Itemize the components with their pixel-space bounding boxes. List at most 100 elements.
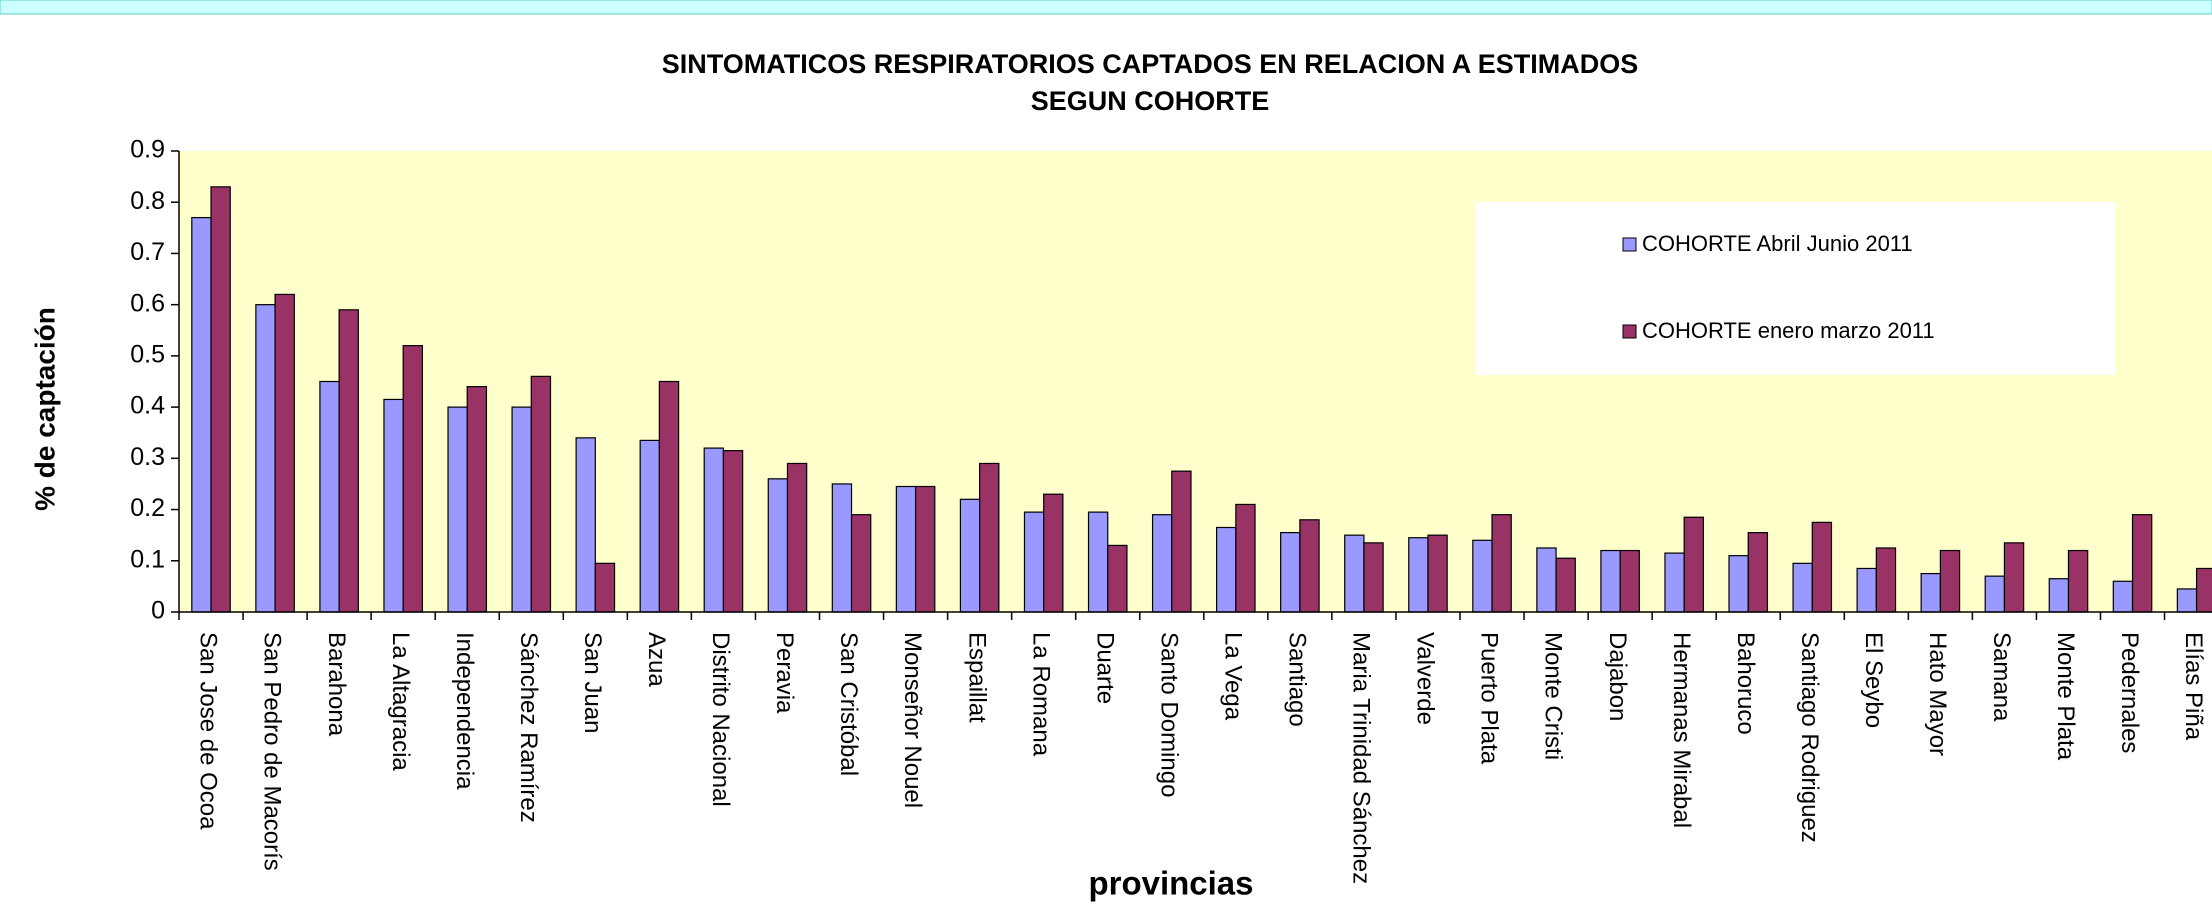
bar [1151, 514, 1173, 613]
legend-label: COHORTE enero marzo 2011 [1642, 318, 1935, 343]
x-axis-label: provincias [1088, 865, 1253, 902]
x-tick-label: Maria Trinidad Sánchez [1348, 632, 1375, 884]
bar [575, 437, 596, 613]
bar [767, 478, 789, 613]
y-tick-label: 0.3 [130, 443, 165, 471]
x-tick-label: La Vega [1219, 632, 1246, 721]
bar [914, 485, 936, 613]
x-tick-label: Peravia [771, 632, 798, 714]
x-tick-label: Distrito Nacional [707, 632, 734, 807]
bar [959, 498, 981, 613]
x-tick-label: Independencia [451, 632, 478, 790]
x-tick-label: Monte Plata [2052, 632, 2079, 761]
x-tick-label: Azua [643, 632, 670, 687]
x-tick-label: Dajabon [1604, 632, 1631, 721]
y-tick-label: 0.5 [130, 340, 165, 368]
top-bar [0, 0, 2212, 15]
bar [466, 386, 488, 613]
bar [1299, 519, 1320, 613]
bar [2176, 588, 2198, 613]
bar [1023, 511, 1045, 613]
bar [1363, 542, 1384, 613]
bar [1043, 493, 1064, 613]
x-tick-label: Barahona [323, 632, 350, 737]
y-tick-label: 0.4 [130, 392, 165, 420]
bar [1856, 567, 1877, 613]
legend [1476, 202, 2116, 375]
bar [1280, 532, 1301, 613]
bar [1728, 555, 1749, 613]
x-tick-label: San Cristóbal [835, 632, 862, 776]
y-axis-label: % de captación [29, 307, 60, 511]
x-tick-label: Monte Cristi [1540, 632, 1567, 760]
bar [447, 406, 468, 613]
bar [1472, 539, 1493, 613]
legend-swatch [1622, 324, 1637, 339]
bar [1747, 532, 1769, 613]
bar [594, 562, 616, 613]
bar [210, 186, 231, 613]
x-tick-label: Valverde [1412, 632, 1439, 725]
bar [1235, 503, 1256, 613]
bar [703, 447, 725, 613]
x-tick-label: El Seybo [1860, 632, 1887, 728]
y-tick-label: 0.9 [130, 136, 165, 164]
x-tick-label: Hermanas Mirabal [1668, 632, 1695, 828]
chart-title: SEGUN COHORTE [1031, 86, 1270, 116]
x-tick-label: Monseñor Nouel [899, 632, 926, 808]
bar [831, 483, 853, 613]
bar [979, 462, 1000, 613]
y-tick-label: 0.1 [130, 545, 165, 573]
x-tick-label: Pedernales [2116, 632, 2143, 753]
bar [895, 485, 917, 613]
bar [1600, 549, 1621, 613]
y-tick-label: 0.6 [130, 289, 165, 317]
bar [658, 380, 680, 613]
bar [850, 514, 872, 613]
x-tick-label: Samana [1988, 632, 2015, 722]
bar [1664, 552, 1685, 613]
x-tick-label: San Jose de Ocoa [195, 632, 222, 830]
x-tick-label: Bahoruco [1732, 632, 1759, 735]
x-tick-label: Santo Domingo [1155, 632, 1182, 797]
bar [722, 450, 744, 613]
bar [639, 439, 660, 613]
x-tick-label: Hato Mayor [1924, 632, 1951, 756]
bar [1087, 511, 1109, 613]
bar [1875, 547, 1897, 613]
bar [1171, 470, 1192, 613]
bar [1920, 572, 1941, 613]
x-tick-label: Santiago [1284, 632, 1311, 727]
x-tick-label: Sánchez Ramírez [515, 632, 542, 823]
bar [402, 345, 423, 613]
bar [1408, 537, 1429, 613]
bar [1939, 549, 1961, 613]
bar [1107, 544, 1128, 613]
bar [1555, 557, 1576, 613]
x-tick-label: Santiago Rodriguez [1796, 632, 1823, 843]
legend-label: COHORTE Abril Junio 2011 [1642, 231, 1913, 256]
x-tick-label: Elías Piña [2180, 632, 2207, 741]
bar [1811, 521, 1833, 613]
y-tick-label: 0.8 [130, 187, 165, 215]
bar [338, 309, 359, 613]
x-tick-label: Espaillat [963, 632, 990, 723]
x-tick-label: La Romana [1027, 632, 1054, 757]
chart-title: SINTOMATICOS RESPIRATORIOS CAPTADOS EN R… [662, 49, 1639, 79]
bar [274, 293, 295, 613]
bar [530, 375, 552, 613]
bar [2003, 542, 2025, 613]
bar [191, 216, 212, 613]
x-tick-label: San Pedro de Macorís [259, 632, 286, 871]
bar [1491, 514, 1512, 613]
bar [1427, 534, 1448, 613]
x-tick-label: La Altagracia [387, 632, 414, 771]
y-tick-label: 0.7 [130, 238, 165, 266]
bar [255, 304, 276, 613]
bar [2112, 580, 2134, 613]
bar [383, 398, 404, 613]
bar [511, 406, 532, 613]
bar [2067, 549, 2089, 613]
bar [1683, 516, 1704, 613]
